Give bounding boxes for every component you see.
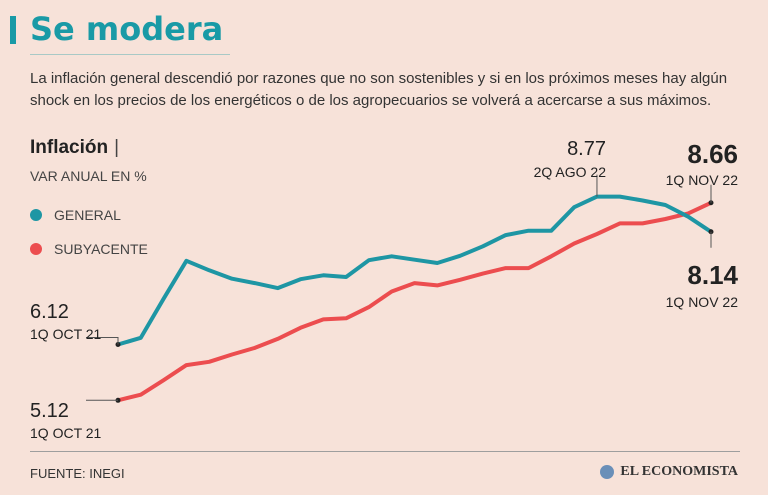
leader-general-start <box>86 337 119 345</box>
annotation-general-end-label: 1Q NOV 22 <box>666 294 739 310</box>
brand-name: EL ECONOMISTA <box>620 464 738 479</box>
brand-logo: EL ECONOMISTA <box>600 464 738 480</box>
chart-title-text: Inflación <box>30 137 109 158</box>
series-line-general <box>116 194 713 347</box>
annotation-general-peak-label: 2Q AGO 22 <box>534 164 607 180</box>
legend-dot-general-icon <box>30 209 42 221</box>
title-divider <box>30 54 230 55</box>
legend-dot-subyacente-icon <box>30 243 42 255</box>
title-accent-bar <box>10 16 16 44</box>
annotation-general-start-value: 6.12 <box>30 301 69 323</box>
page-subtitle: La inflación general descendió por razon… <box>30 70 728 109</box>
series-line-subyacente <box>116 200 713 403</box>
page-title: Se modera <box>30 10 224 48</box>
legend-item-subyacente: SUBYACENTE <box>30 241 148 257</box>
annotation-general-start-label: 1Q OCT 21 <box>30 326 102 342</box>
chart-title-separator: | <box>114 137 120 158</box>
source-note: FUENTE: INEGI <box>30 466 125 481</box>
annotation-subyacente-start-label: 1Q OCT 21 <box>30 425 102 441</box>
brand-globe-icon <box>600 465 615 479</box>
legend-item-general: GENERAL <box>30 207 121 223</box>
annotation-subyacente-end-label: 1Q NOV 22 <box>666 172 739 188</box>
annotation-subyacente-end-value: 8.66 <box>687 139 738 169</box>
annotation-subyacente-start-value: 5.12 <box>30 400 69 422</box>
chart-subtitle: VAR ANUAL EN % <box>30 168 147 184</box>
chart-title: Inflación | <box>30 137 119 159</box>
footer-divider <box>30 451 740 452</box>
legend-label-subyacente: SUBYACENTE <box>54 241 148 257</box>
annotation-general-end-value: 8.14 <box>687 260 738 290</box>
legend-label-general: GENERAL <box>54 207 121 223</box>
annotation-general-peak-value: 8.77 <box>567 138 606 160</box>
